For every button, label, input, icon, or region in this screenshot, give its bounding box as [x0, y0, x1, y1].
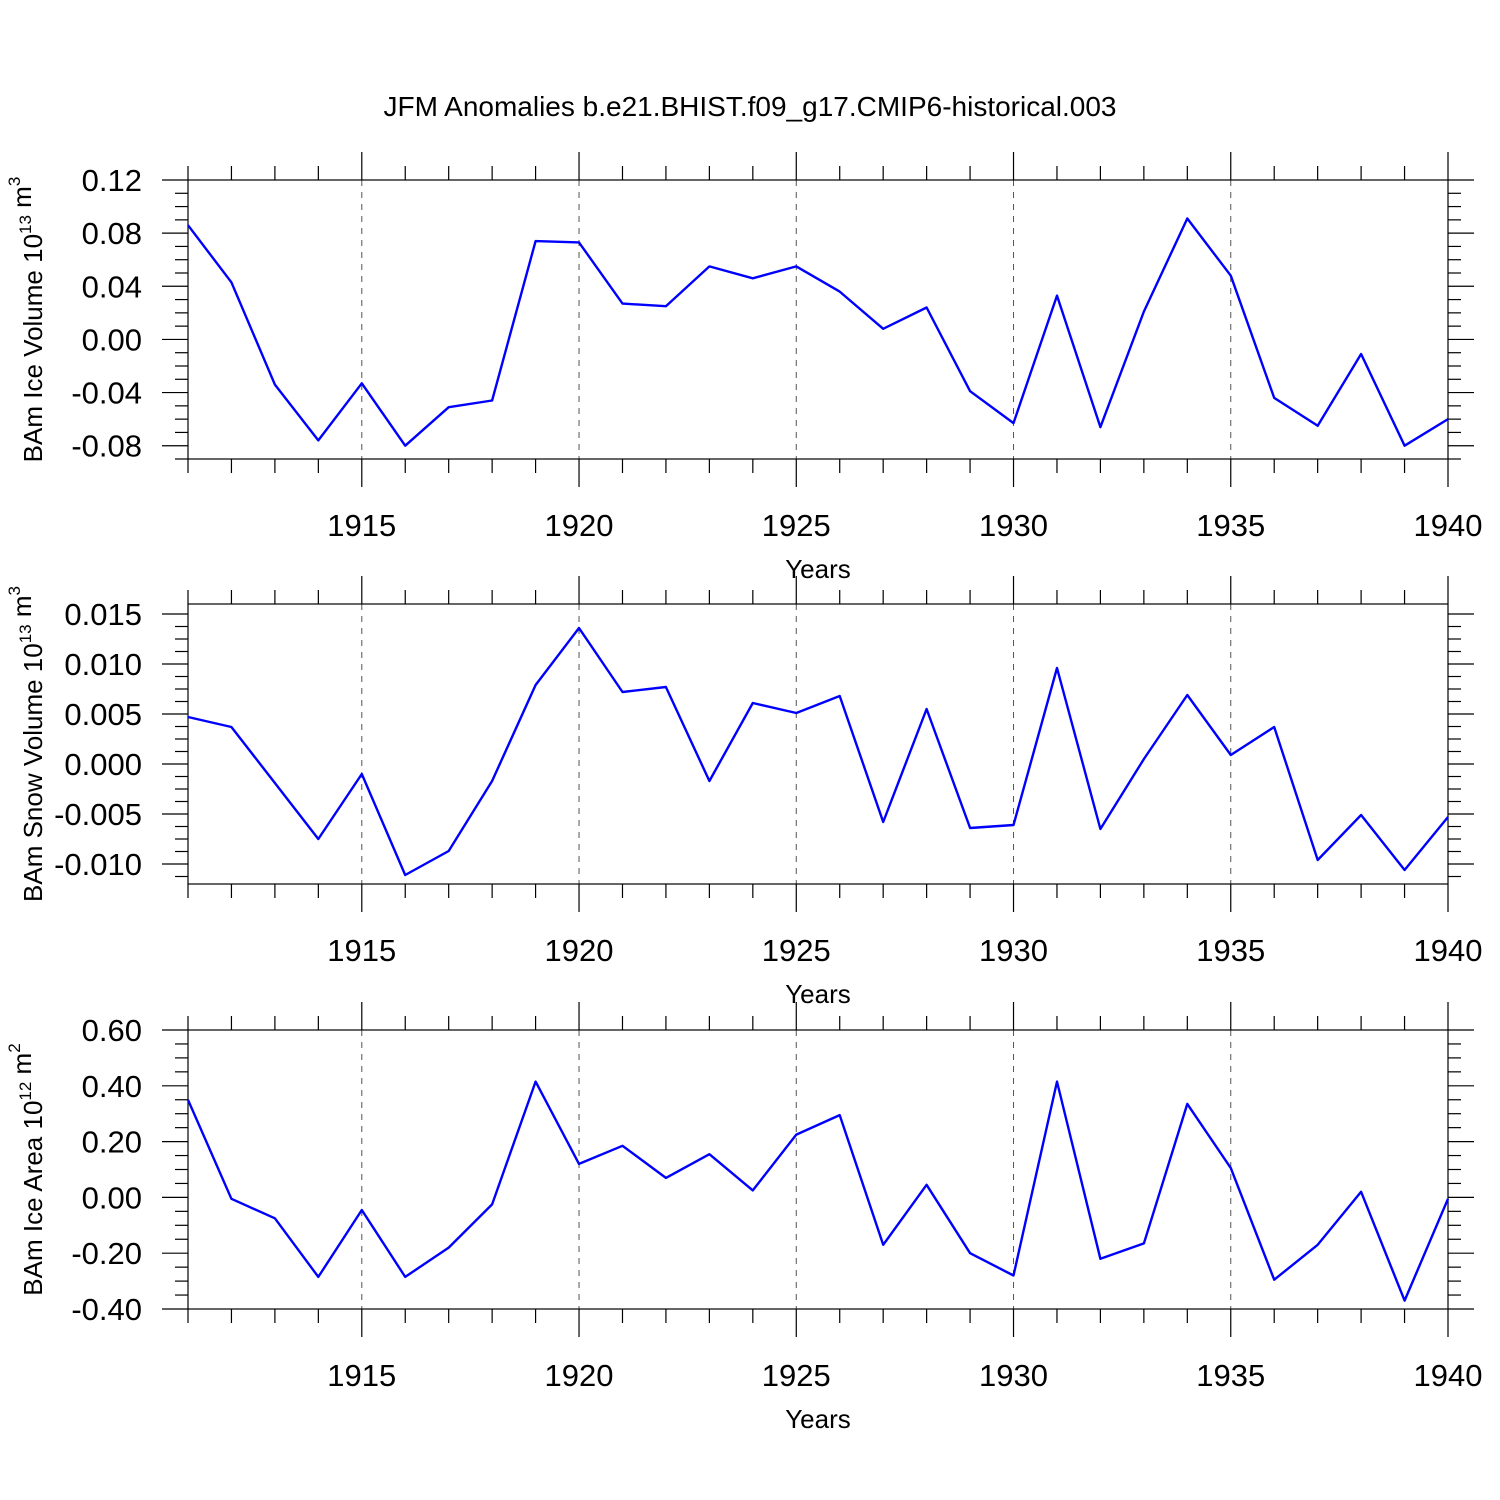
y-axis-label: BAm Ice Area 1012 m2 [5, 1043, 48, 1295]
y-tick-label: 0.005 [64, 697, 142, 732]
x-tick-label: 1920 [545, 1358, 614, 1393]
y-tick-label: 0.08 [82, 216, 142, 251]
y-tick-label: 0.20 [82, 1125, 142, 1160]
panel-2: -0.010 -0.005 0.000 0.005 0.010 0.015 1915 1920… [5, 576, 1482, 1009]
x-tick-label: 1920 [545, 508, 614, 543]
series-line [187, 626, 1449, 877]
y-axis-label-text: BAm Snow Volume 10 [18, 643, 48, 902]
panel-1: -0.08 -0.04 0.00 0.04 0.08 0.12 1915 1920 1925 19… [5, 152, 1482, 584]
y-tick-label: 0.00 [82, 322, 142, 357]
x-tick-label: 1940 [1414, 933, 1483, 968]
y-axis-label-unit-exponent: 2 [5, 1043, 24, 1052]
x-tick-label: 1930 [979, 1358, 1048, 1393]
y-tick-label: 0.010 [64, 647, 142, 682]
x-tick-label: 1925 [762, 933, 831, 968]
y-tick-label: 0.015 [64, 597, 142, 632]
y-axis-label-unit: m [7, 595, 37, 624]
y-tick-label: -0.005 [54, 797, 142, 832]
y-axis-label: BAm Ice Volume 1013 m3 [5, 177, 48, 463]
y-axis-label-unit: m [7, 1053, 37, 1082]
y-tick-label: 0.60 [82, 1013, 142, 1048]
y-tick-label: -0.04 [71, 376, 142, 411]
y-axis-label-exponent: 13 [16, 215, 35, 234]
x-tick-label: 1935 [1196, 508, 1265, 543]
plot-frame [187, 179, 1449, 460]
panel-3: -0.40 -0.20 0.00 0.20 0.40 0.60 1915 1920 1925 19… [5, 1002, 1482, 1434]
x-axis-label: Years [785, 554, 851, 584]
x-tick-label: 1915 [327, 933, 396, 968]
plot-frame [187, 603, 1449, 885]
x-tick-label: 1930 [979, 508, 1048, 543]
y-axis-label: BAm Snow Volume 1013 m3 [5, 586, 48, 902]
x-axis-label: Years [785, 1404, 851, 1434]
y-tick-label: -0.010 [54, 847, 142, 882]
plot-frame [187, 1029, 1449, 1310]
x-tick-label: 1915 [327, 1358, 396, 1393]
y-tick-label: 0.00 [82, 1180, 142, 1215]
x-tick-label: 1940 [1414, 1358, 1483, 1393]
x-tick-label: 1915 [327, 508, 396, 543]
x-tick-label: 1935 [1196, 933, 1265, 968]
y-tick-label: 0.12 [82, 163, 142, 198]
y-tick-label: -0.08 [71, 429, 142, 464]
y-axis-label-unit-exponent: 3 [5, 586, 24, 595]
x-tick-label: 1925 [762, 508, 831, 543]
x-tick-label: 1935 [1196, 1358, 1265, 1393]
y-tick-label: -0.20 [71, 1236, 142, 1271]
series-line [187, 217, 1449, 447]
y-tick-label: 0.000 [64, 747, 142, 782]
y-axis-label-exponent: 13 [16, 624, 35, 643]
x-axis-label: Years [785, 979, 851, 1009]
y-axis-label-exponent: 12 [16, 1082, 35, 1101]
y-axis-label-unit-exponent: 3 [5, 177, 24, 186]
y-axis-label-text: BAm Ice Area 10 [18, 1101, 48, 1296]
x-tick-label: 1925 [762, 1358, 831, 1393]
x-tick-label: 1940 [1414, 508, 1483, 543]
x-tick-label: 1920 [545, 933, 614, 968]
y-tick-label: 0.40 [82, 1069, 142, 1104]
y-axis-label-unit: m [7, 186, 37, 215]
y-axis-label-text: BAm Ice Volume 10 [18, 234, 48, 462]
y-tick-label: 0.04 [82, 269, 142, 304]
x-tick-label: 1930 [979, 933, 1048, 968]
series-line [186, 1080, 1450, 1302]
chart-title: JFM Anomalies b.e21.BHIST.f09_g17.CMIP6-… [383, 91, 1116, 122]
y-tick-label: -0.40 [71, 1292, 142, 1327]
